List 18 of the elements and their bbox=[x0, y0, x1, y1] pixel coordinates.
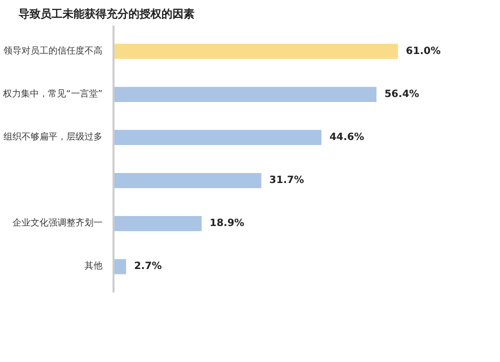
bar bbox=[114, 130, 322, 146]
bar bbox=[114, 259, 126, 274]
data-label: 18.9% bbox=[210, 218, 244, 230]
data-label: 44.6% bbox=[329, 132, 364, 143]
bar bbox=[114, 172, 262, 188]
y-tick-label: 领导对员工的信任度不高 bbox=[4, 45, 102, 56]
y-tick-label: 企业文化强调整齐划一 bbox=[12, 218, 102, 229]
data-label: 56.4% bbox=[384, 88, 420, 100]
chart-title: 导致员工未能获得充分的授权的因素 bbox=[18, 8, 194, 20]
y-tick-label: 组织不够扁平，层级过多 bbox=[4, 131, 102, 142]
data-label: 2.7% bbox=[134, 261, 162, 272]
data-label: 31.7% bbox=[269, 175, 304, 186]
bar bbox=[114, 216, 202, 232]
data-label: 61.0% bbox=[406, 46, 441, 57]
y-tick-label: 权力集中，常见“一言堂” bbox=[2, 88, 103, 100]
bar bbox=[114, 86, 376, 102]
y-tick-label: 其他 bbox=[84, 260, 102, 272]
bar bbox=[114, 44, 398, 59]
